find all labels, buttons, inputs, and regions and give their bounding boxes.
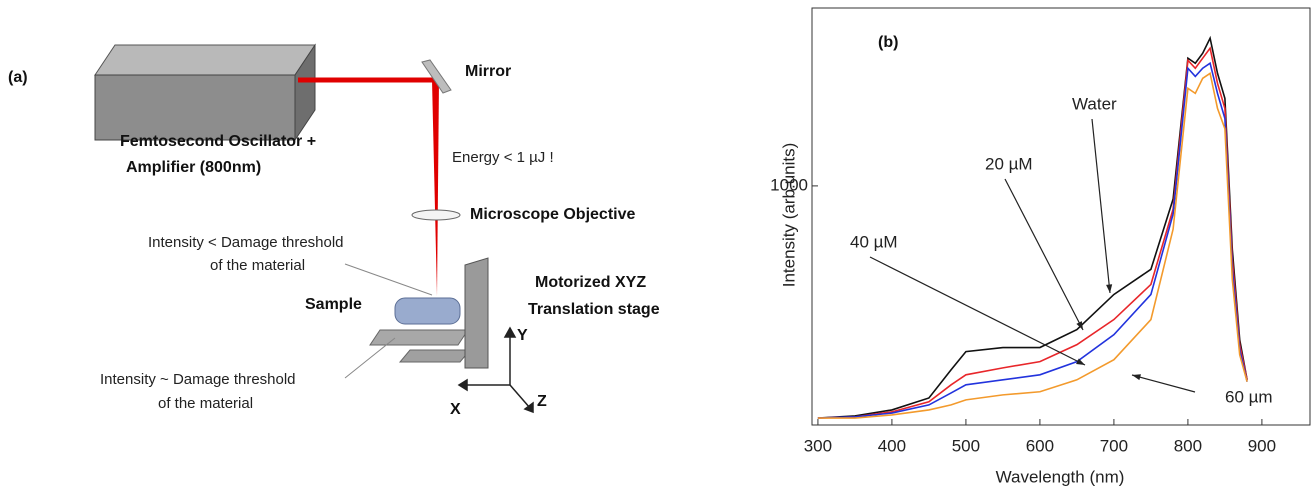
- panel-label: (a): [8, 69, 28, 86]
- axis-letter: X: [450, 401, 461, 418]
- objective-lens: [411, 209, 461, 221]
- arrow: [344, 263, 433, 296]
- laser-box-front: [94, 74, 296, 141]
- axis-letter: Y: [517, 327, 528, 344]
- laser-box-top: [94, 44, 316, 76]
- laser-label: Amplifier (800nm): [126, 159, 261, 176]
- annotation-arrow: [1131, 374, 1196, 393]
- x-tick-label: 800: [1174, 436, 1202, 455]
- note: of the material: [210, 257, 305, 274]
- panel-label: (b): [878, 34, 898, 51]
- x-tick-label: 500: [952, 436, 980, 455]
- stage-label: Motorized XYZ: [535, 274, 646, 291]
- legend-label: Water: [1072, 94, 1117, 113]
- x-tick-label: 900: [1248, 436, 1276, 455]
- axis-letter: Z: [537, 393, 547, 410]
- note: of the material: [158, 395, 253, 412]
- x-axis-label: Wavelength (nm): [996, 467, 1125, 486]
- beam: [432, 80, 439, 296]
- x-tick-label: 300: [804, 436, 832, 455]
- y-axis-label: Intensity (arb.units): [779, 143, 798, 288]
- spectrum-chart: (b) Wavelength (nm) Intensity (arb.units…: [770, 7, 1311, 486]
- note: Intensity ~ Damage threshold: [100, 371, 296, 388]
- mirror: [421, 59, 452, 94]
- y-tick-label: 1000: [770, 175, 808, 194]
- x-tick-label: 600: [1026, 436, 1054, 455]
- objective-label: Microscope Objective: [470, 206, 635, 223]
- arrow-head: [1132, 374, 1141, 381]
- legend-label: 20 µM: [985, 154, 1033, 173]
- stage-plate: [398, 349, 472, 363]
- spectrum-line: [817, 46, 1248, 419]
- energy-label: Energy < 1 µJ !: [452, 149, 554, 166]
- annotation-arrow: [869, 256, 1086, 366]
- arrow-head: [1106, 284, 1113, 293]
- stage-label: Translation stage: [528, 301, 660, 318]
- spectrum-line: [817, 71, 1248, 419]
- legend-label: 60 µm: [1225, 387, 1273, 406]
- setup-diagram: (a) Femtosecond Oscillator + Amplifier (…: [8, 43, 660, 418]
- note: Intensity < Damage threshold: [148, 234, 344, 251]
- legend-label: 40 µM: [850, 232, 898, 251]
- arrow: [344, 337, 396, 379]
- spectrum-line: [817, 35, 1248, 419]
- laser-label: Femtosecond Oscillator +: [120, 133, 316, 150]
- stage-column: [464, 257, 489, 369]
- arrow-head: [1076, 321, 1083, 330]
- sample: [394, 297, 461, 325]
- arrow-head: [1076, 358, 1085, 365]
- x-tick-label: 700: [1100, 436, 1128, 455]
- sample-label: Sample: [305, 296, 362, 313]
- plot-frame: [811, 7, 1311, 426]
- annotation-arrow: [1004, 178, 1084, 331]
- axes-icon: [457, 326, 534, 414]
- spectrum-line: [817, 61, 1248, 419]
- annotation-arrow: [1091, 118, 1111, 294]
- stage-plate: [369, 329, 469, 346]
- mirror-label: Mirror: [465, 63, 511, 80]
- x-tick-label: 400: [878, 436, 906, 455]
